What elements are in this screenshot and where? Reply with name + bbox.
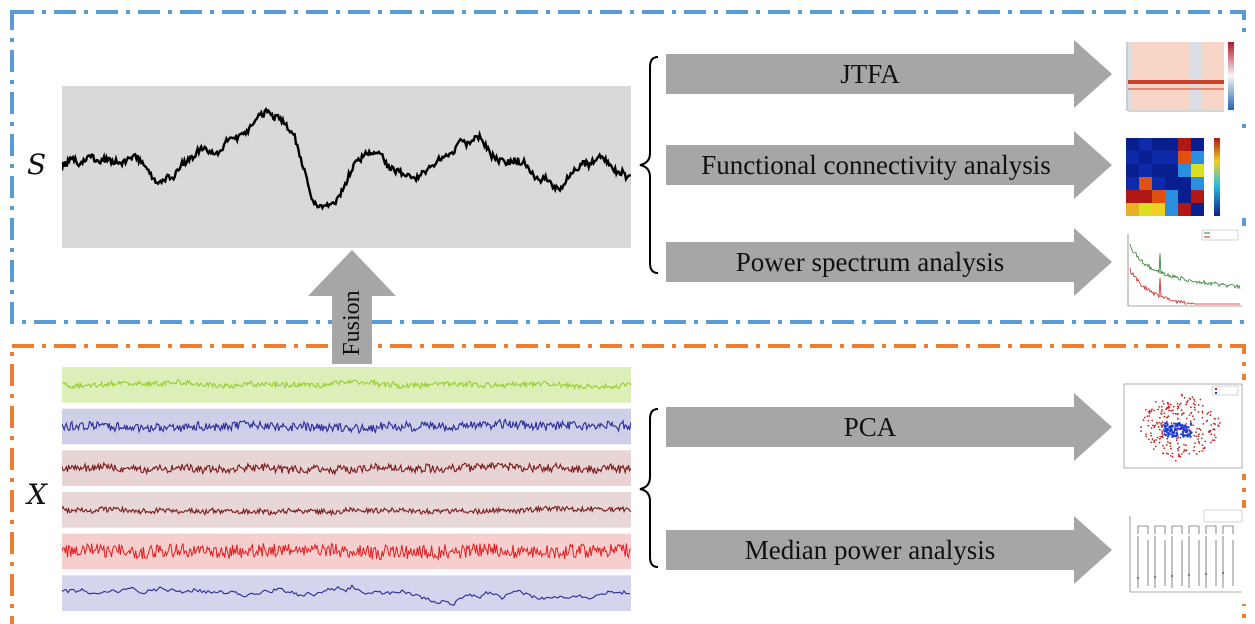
- channel-2: [62, 405, 631, 448]
- functional-connectivity-label: Functional connectivity analysis: [701, 149, 1051, 180]
- bottom-brace: [639, 408, 659, 568]
- s-trace-line: [62, 107, 631, 211]
- power-spectrum-thumbnail-icon: [1118, 226, 1246, 318]
- channel-5: [62, 530, 631, 573]
- fusion-arrow: [308, 250, 396, 365]
- multichannel-signal-panel: [62, 364, 631, 614]
- median-power-label: Median power analysis: [744, 534, 996, 565]
- functional-connectivity-arrow: [666, 131, 1112, 199]
- fused-signal-trace: [62, 107, 631, 211]
- spectrogram-thumbnail-icon: [1118, 34, 1246, 120]
- pca-label: PCA: [843, 411, 897, 442]
- multichannel-signal-traces: [62, 364, 631, 614]
- median-power-arrow: [666, 516, 1112, 584]
- bottom-group-border: [10, 344, 1246, 624]
- power-spectrum-label: Power spectrum analysis: [735, 246, 1005, 277]
- correlation-heatmap-thumbnail-icon: [1118, 128, 1246, 218]
- channel-3: [62, 447, 631, 489]
- fusion-label: Fusion: [339, 290, 365, 356]
- channel-1: [62, 364, 631, 406]
- channel-4: [62, 489, 631, 531]
- jtfa-label: JTFA: [840, 58, 900, 89]
- power-spectrum-arrow: [666, 228, 1112, 296]
- jtfa-arrow: [666, 40, 1112, 108]
- top-brace: [639, 56, 659, 274]
- x-variable-label: X: [27, 478, 47, 511]
- pca-scatter-thumbnail-icon: [1118, 380, 1248, 474]
- channel-6: [62, 572, 631, 614]
- s-variable-label: S: [27, 148, 47, 181]
- median-power-boxplot-thumbnail-icon: [1118, 508, 1248, 604]
- pca-arrow: [666, 393, 1112, 461]
- fused-signal-panel: [62, 86, 631, 248]
